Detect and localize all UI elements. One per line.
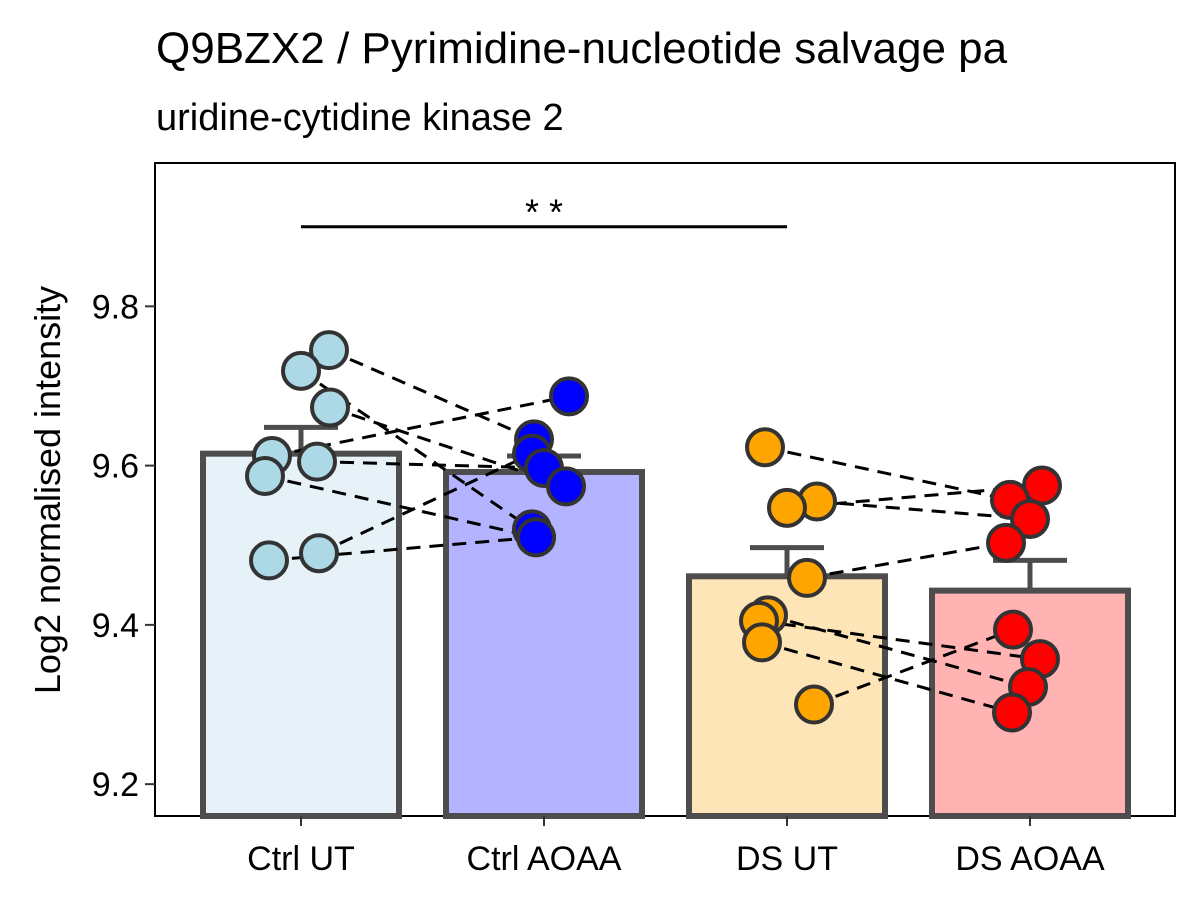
data-point — [245, 455, 285, 496]
chart-title: Q9BZX2 / Pyrimidine-nucleotide salvage p… — [156, 24, 1008, 73]
panel-border — [154, 162, 1176, 817]
y-tick-label: 9.2 — [92, 766, 139, 804]
y-tick-label: 9.8 — [92, 288, 139, 326]
data-point — [281, 350, 321, 391]
y-tick-label: 9.4 — [92, 607, 139, 645]
paired-line — [758, 619, 1041, 661]
data-point — [299, 533, 339, 574]
data-point — [546, 466, 586, 507]
chart-subtitle: uridine-cytidine kinase 2 — [156, 97, 564, 139]
data-point — [1010, 498, 1050, 539]
paired-line — [761, 640, 1013, 714]
data-point — [794, 684, 834, 725]
paired-line — [318, 452, 533, 555]
data-point — [516, 517, 556, 558]
significance-label: * * — [525, 192, 563, 233]
paired-line — [806, 541, 1007, 580]
data-point — [297, 441, 337, 482]
y-tick-label: 9.6 — [92, 448, 139, 486]
bar — [200, 450, 402, 819]
data-point — [549, 376, 589, 417]
data-point — [993, 609, 1033, 650]
x-tick-label: Ctrl UT — [247, 840, 355, 878]
data-point — [745, 427, 785, 468]
x-tick-label: Ctrl AOAA — [467, 840, 622, 878]
paired-line — [813, 628, 1014, 706]
data-point — [742, 622, 782, 663]
data-point — [310, 387, 350, 428]
data-point — [986, 522, 1026, 563]
paired-line — [264, 474, 537, 539]
paired-line — [764, 445, 1011, 502]
data-point — [992, 692, 1032, 733]
y-axis-title: Log2 normalised intensity — [27, 286, 68, 694]
data-point — [249, 540, 289, 581]
paired-line — [816, 499, 1031, 521]
x-tick-label: DS AOAA — [955, 840, 1105, 878]
data-point — [309, 330, 349, 371]
data-point — [787, 557, 827, 598]
data-point — [767, 487, 807, 528]
paired-line — [316, 460, 545, 470]
paired-line — [328, 348, 535, 441]
x-tick-label: DS UT — [736, 840, 838, 878]
plot-area: 9.2 9.4 9.6 9.8 Ctrl UT Ctrl AOAA DS UT DS AOAA… — [92, 162, 1176, 878]
